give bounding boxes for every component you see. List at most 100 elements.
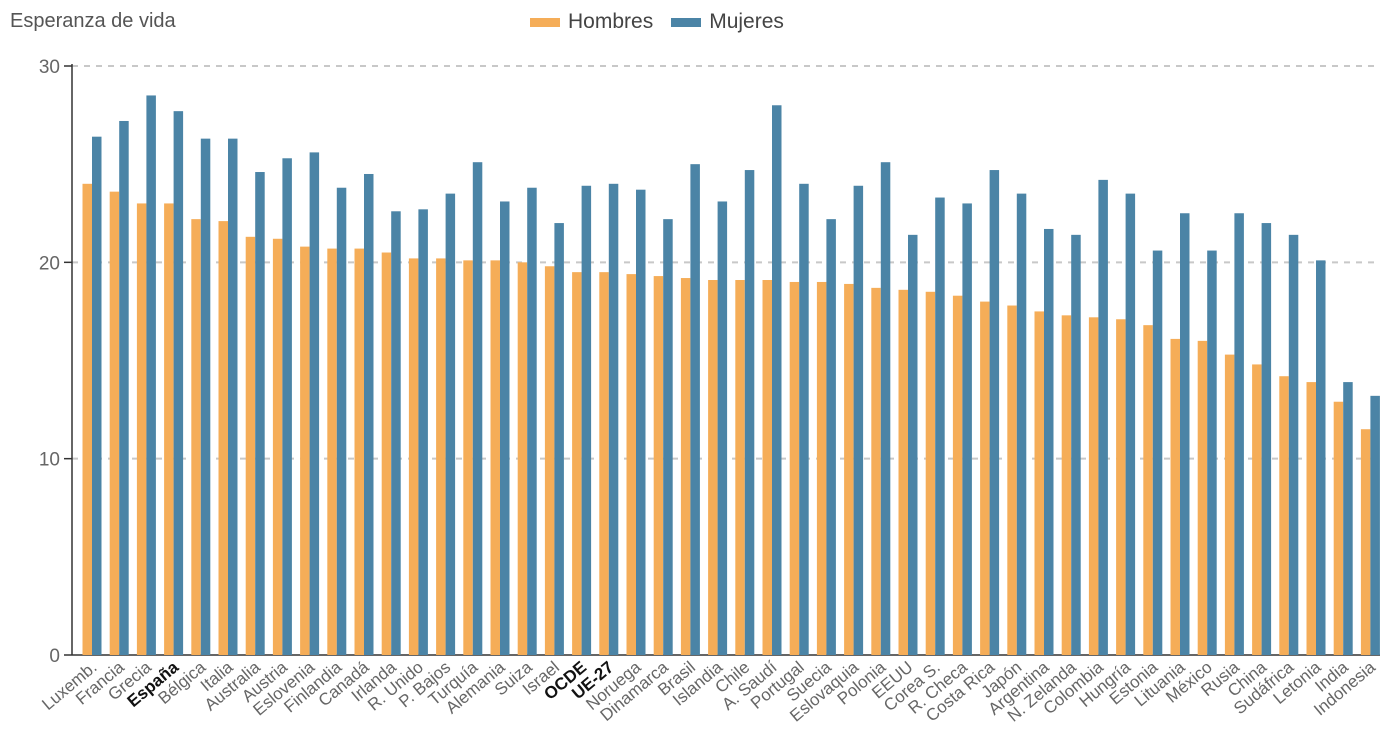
bar-mujeres-costa-rica: [989, 170, 1000, 655]
bar-hombres-suecia: [816, 281, 827, 655]
bar-mujeres-españa: [173, 111, 184, 655]
bar-mujeres-dinamarca: [663, 219, 673, 655]
bar-hombres-españa: [164, 203, 174, 655]
bar-hombres-noruega: [626, 274, 636, 655]
bar-hombres-italia: [218, 221, 228, 655]
bar-hombres-francia: [109, 191, 120, 656]
bar-hombres-lituania: [1170, 338, 1180, 655]
bar-mujeres-luxemb-: [92, 136, 102, 655]
bar-mujeres-r-unido: [418, 209, 428, 655]
bar-mujeres-méxico: [1207, 250, 1217, 655]
bar-hombres-grecia: [136, 203, 147, 655]
bar-hombres-a-saudí: [762, 280, 772, 655]
bar-mujeres-sudáfrica: [1288, 234, 1299, 655]
bar-mujeres-n-zelanda: [1071, 234, 1081, 655]
bar-hombres-suiza: [517, 262, 528, 655]
bar-hombres-brasil: [680, 278, 691, 655]
bar-mujeres-islandia: [717, 201, 728, 655]
bar-mujeres-noruega: [636, 189, 646, 655]
legend-swatch-hombres: [530, 17, 560, 27]
bar-mujeres-suecia: [826, 219, 836, 655]
bar-hombres-china: [1252, 364, 1262, 655]
bar-hombres-méxico: [1197, 340, 1208, 655]
bar-mujeres-polonia: [880, 162, 891, 655]
bar-mujeres-letonia: [1316, 260, 1326, 655]
y-tick-label-30: 30: [39, 57, 60, 78]
bar-hombres-polonia: [871, 287, 881, 655]
bar-hombres-finlandia: [327, 248, 337, 655]
bar-mujeres-hungría: [1125, 193, 1136, 655]
bar-hombres-colombia: [1088, 317, 1099, 655]
bar-mujeres-corea-s-: [935, 197, 945, 655]
bar-hombres-turquía: [463, 260, 473, 655]
bar-hombres-hungría: [1116, 319, 1126, 655]
bar-mujeres-italia: [228, 138, 238, 656]
bar-hombres-austria: [272, 238, 283, 656]
bar-hombres-dinamarca: [653, 276, 664, 655]
bar-hombres-costa-rica: [980, 301, 990, 655]
bar-mujeres-bélgica: [200, 138, 211, 656]
y-tick-label-0: 0: [49, 646, 60, 667]
legend: Hombres Mujeres: [530, 10, 784, 34]
bar-hombres-canadá: [354, 248, 364, 655]
bar-mujeres-alemania: [500, 201, 510, 655]
bar-mujeres-portugal: [799, 183, 809, 656]
bar-mujeres-finlandia: [336, 187, 347, 655]
bar-hombres-islandia: [708, 280, 718, 655]
bar-hombres-ocde: [572, 272, 582, 655]
bar-mujeres-canadá: [364, 173, 374, 655]
legend-label-hombres: Hombres: [568, 10, 654, 33]
bar-mujeres-p-bajos: [445, 193, 456, 655]
bar-mujeres-turquía: [472, 162, 483, 655]
bar-hombres-portugal: [789, 281, 800, 655]
bar-hombres-letonia: [1306, 382, 1316, 655]
bar-mujeres-israel: [554, 223, 564, 656]
bar-hombres-india: [1333, 401, 1344, 655]
bar-mujeres-a-saudí: [772, 105, 782, 656]
bar-mujeres-eslovenia: [309, 152, 320, 656]
legend-item-hombres: Hombres: [530, 10, 653, 34]
bar-mujeres-chile: [744, 170, 755, 655]
bar-hombres-israel: [544, 266, 555, 655]
bar-mujeres-china: [1261, 223, 1272, 656]
y-axis-label: Esperanza de vida: [10, 10, 176, 32]
bar-mujeres-ocde: [581, 185, 592, 655]
bar-mujeres-grecia: [146, 95, 156, 655]
bar-mujeres-indonesia: [1370, 395, 1380, 655]
bar-hombres-bélgica: [191, 219, 201, 655]
bar-mujeres-eslovaquia: [853, 185, 864, 655]
bar-mujeres-suiza: [527, 187, 537, 655]
bar-hombres-alemania: [490, 260, 500, 655]
bar-hombres-eeuu: [898, 289, 908, 655]
legend-item-mujeres: Mujeres: [671, 10, 784, 34]
bar-mujeres-austria: [282, 158, 292, 655]
legend-label-mujeres: Mujeres: [709, 10, 784, 33]
y-tick-label-20: 20: [39, 253, 60, 274]
bar-mujeres-r-checa: [962, 203, 972, 655]
bar-mujeres-colombia: [1098, 179, 1108, 655]
bar-hombres-argentina: [1034, 311, 1044, 655]
bar-hombres-japón: [1007, 305, 1017, 655]
bar-hombres-eslovenia: [300, 246, 310, 656]
bar-hombres-p-bajos: [436, 258, 446, 655]
bar-hombres-estonia: [1143, 325, 1153, 655]
bar-hombres-chile: [735, 280, 745, 655]
bar-hombres-r-checa: [952, 295, 963, 655]
bar-mujeres-eeuu: [908, 234, 918, 655]
bar-hombres-indonesia: [1360, 429, 1371, 655]
bar-mujeres-india: [1343, 382, 1353, 655]
bar-hombres-luxemb-: [82, 183, 92, 656]
bar-hombres-eslovaquia: [844, 283, 854, 655]
bar-mujeres-francia: [119, 120, 129, 656]
bar-mujeres-australia: [255, 172, 265, 655]
bar-hombres-rusia: [1224, 354, 1235, 655]
bar-mujeres-lituania: [1180, 213, 1190, 655]
bar-mujeres-argentina: [1044, 228, 1054, 655]
bar-hombres-r-unido: [408, 258, 419, 655]
bar-hombres-irlanda: [381, 252, 392, 655]
bar-hombres-n-zelanda: [1061, 315, 1072, 655]
bar-mujeres-brasil: [690, 164, 700, 655]
bar-hombres-corea-s-: [925, 291, 936, 655]
